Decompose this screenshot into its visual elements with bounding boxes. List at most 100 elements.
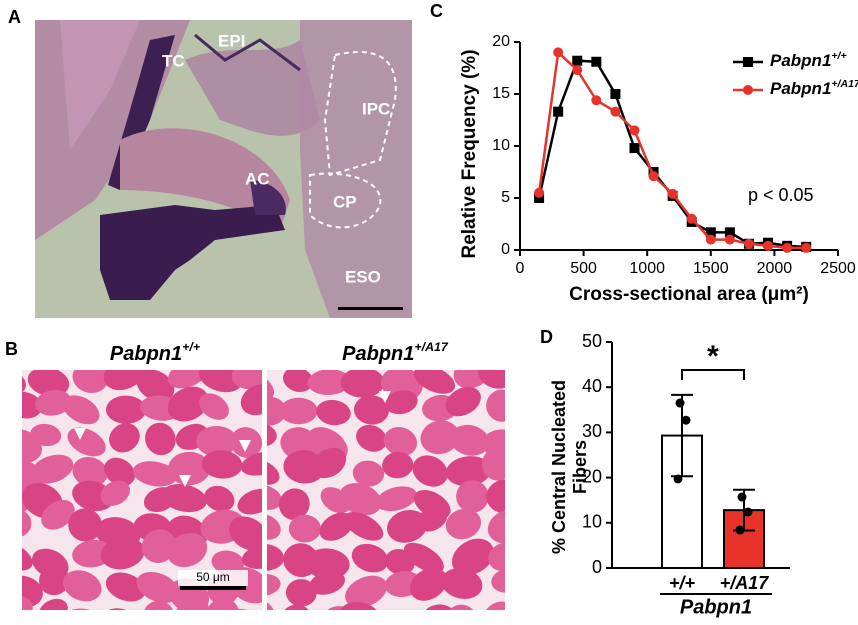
muscle-fiber: [136, 370, 175, 402]
muscle-fiber: [288, 514, 321, 543]
muscle-fiber: [173, 598, 209, 610]
muscle-fiber: [67, 427, 106, 457]
muscle-fiber: [39, 565, 70, 596]
muscle-fiber: [451, 538, 494, 576]
muscle-fiber: [167, 451, 211, 486]
muscle-fiber: [445, 386, 481, 417]
marker: [763, 240, 774, 251]
muscle-fiber: [196, 425, 238, 457]
muscle-fiber: [198, 370, 243, 393]
muscle-fiber: [417, 505, 448, 532]
muscle-fiber: [267, 573, 281, 597]
x-tick-label: +/A17: [720, 573, 770, 593]
muscle-fiber: [491, 568, 505, 593]
muscle-fiber: [267, 513, 281, 540]
muscle-fiber: [267, 459, 280, 485]
muscle-fiber: [267, 396, 287, 426]
muscle-fiber: [72, 456, 108, 487]
marker: [705, 234, 716, 245]
y-tick-label: 0: [592, 557, 602, 577]
y-tick-label: 10: [492, 137, 510, 154]
muscle-fiber: [167, 370, 209, 389]
muscle-fiber: [240, 451, 262, 476]
y-tick-label: 30: [582, 421, 602, 441]
muscle-fiber: [486, 479, 505, 514]
muscle-fiber: [403, 542, 444, 573]
muscle-fiber: [201, 450, 243, 479]
marker: [534, 193, 545, 203]
y-tick-label: 5: [501, 189, 510, 206]
panel-letter: C: [430, 1, 443, 21]
muscle-fiber: [62, 570, 102, 602]
muscle-fiber: [199, 393, 229, 420]
muscle-fiber: [206, 598, 239, 610]
legend-marker: [743, 85, 753, 95]
muscle-fiber: [338, 601, 382, 610]
muscle-fiber: [267, 484, 282, 510]
muscle-fiber: [356, 424, 387, 452]
y-tick-label: 0: [501, 241, 510, 258]
muscle-fiber: [237, 488, 262, 515]
muscle-fiber: [488, 542, 505, 571]
x-tick-label: 1000: [629, 260, 665, 277]
muscle-fiber: [62, 395, 100, 425]
muscle-fiber: [105, 395, 147, 424]
marker: [610, 89, 621, 99]
muscle-fiber: [22, 508, 32, 538]
muscle-fiber: [132, 461, 177, 487]
marker: [686, 213, 697, 224]
histology-a: [35, 20, 412, 318]
muscle-fiber: [375, 486, 417, 512]
muscle-fiber: [316, 399, 351, 426]
y-axis-label: % Central Nucleated: [549, 380, 569, 554]
scale-bar-label: 50 μm: [196, 570, 230, 584]
tissue-label: AC: [245, 169, 270, 188]
muscle-fiber: [167, 532, 208, 568]
muscle-fiber: [413, 370, 456, 394]
y-tick-label: 20: [582, 466, 602, 486]
marker: [591, 95, 602, 106]
legend-label: Pabpn1+/A17: [770, 78, 858, 99]
image-title: Pabpn1+/A17: [342, 340, 449, 365]
y-tick-label: 50: [582, 331, 602, 351]
muscle-fiber: [445, 456, 492, 487]
x-tick-label: 0: [516, 260, 525, 277]
muscle-fiber: [384, 390, 418, 415]
y-tick-label: 40: [582, 376, 602, 396]
muscle-fiber: [351, 543, 389, 573]
y-tick-label: 20: [492, 33, 510, 50]
muscle-fiber: [211, 550, 245, 575]
muscle-fiber: [30, 423, 62, 447]
tissue-label: IPC: [362, 99, 390, 118]
marker: [629, 143, 640, 154]
muscle-fiber: [445, 508, 482, 540]
muscle-fiber: [311, 447, 347, 479]
marker: [724, 234, 735, 245]
data-point: [673, 474, 683, 484]
muscle-fiber: [38, 598, 68, 610]
muscle-fiber: [72, 480, 114, 512]
muscle-fiber: [35, 389, 72, 416]
muscle-fiber: [267, 543, 285, 571]
series-line: [537, 49, 807, 250]
marker: [667, 188, 678, 199]
marker: [782, 242, 793, 253]
muscle-fiber: [100, 480, 131, 506]
tissue-label: EPI: [218, 31, 245, 50]
fiber-group: [22, 370, 262, 610]
data-point: [743, 507, 753, 517]
muscle-fiber: [100, 536, 145, 570]
muscle-fiber: [231, 370, 262, 390]
panel-letter: B: [5, 339, 18, 359]
marker: [572, 55, 583, 66]
marker: [610, 106, 621, 117]
muscle-fiber: [136, 571, 180, 604]
x-tick-label: 2000: [757, 260, 793, 277]
image-title: Pabpn1+/+: [110, 340, 200, 365]
tissue-label: ESO: [345, 267, 381, 286]
muscle-fiber: [240, 384, 262, 416]
histology-b: [22, 370, 505, 610]
tissue-label: TC: [162, 51, 185, 70]
muscle-fiber: [409, 567, 448, 601]
data-point: [675, 398, 685, 408]
